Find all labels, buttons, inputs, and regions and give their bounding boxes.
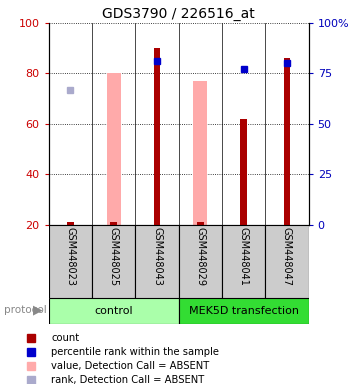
Bar (92, 225, 135, 298)
Text: GSM448043: GSM448043 (152, 227, 162, 286)
Bar (179, 298, 309, 324)
Bar (107, 73, 121, 225)
Bar (49, 298, 179, 324)
Bar (49, 225, 92, 298)
Text: GSM448047: GSM448047 (282, 227, 292, 286)
Bar (179, 225, 222, 298)
Text: control: control (95, 306, 133, 316)
Bar (240, 119, 247, 225)
Text: count: count (51, 333, 79, 343)
Bar (265, 225, 309, 298)
Bar (67, 222, 74, 225)
Text: MEK5D transfection: MEK5D transfection (189, 306, 299, 316)
Text: percentile rank within the sample: percentile rank within the sample (51, 347, 219, 357)
Text: GSM448023: GSM448023 (65, 227, 75, 286)
Bar (154, 48, 160, 225)
Bar (197, 222, 204, 225)
Text: GSM448041: GSM448041 (239, 227, 249, 286)
Bar (284, 58, 290, 225)
Text: ▶: ▶ (33, 304, 43, 317)
Bar (193, 81, 207, 225)
Bar (222, 225, 265, 298)
Title: GDS3790 / 226516_at: GDS3790 / 226516_at (102, 7, 255, 21)
Bar (110, 222, 117, 225)
Text: rank, Detection Call = ABSENT: rank, Detection Call = ABSENT (51, 375, 205, 384)
Bar (135, 225, 179, 298)
Text: GSM448029: GSM448029 (195, 227, 205, 286)
Text: GSM448025: GSM448025 (109, 227, 119, 286)
Text: protocol: protocol (4, 305, 46, 315)
Text: value, Detection Call = ABSENT: value, Detection Call = ABSENT (51, 361, 209, 371)
